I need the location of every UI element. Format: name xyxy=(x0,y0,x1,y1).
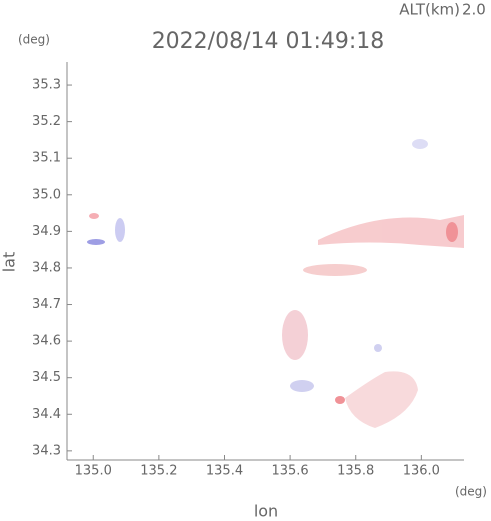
echoes xyxy=(87,139,464,428)
echo xyxy=(335,396,345,404)
altitude: 2.0 xyxy=(462,1,486,19)
y-unit: (deg) xyxy=(18,33,50,47)
chart-title: 2022/08/14 01:49:18 xyxy=(152,29,385,54)
y-tick-label: 35.3 xyxy=(32,78,61,93)
echo xyxy=(87,239,105,245)
x-tick-label: 135.6 xyxy=(271,464,308,479)
echo xyxy=(115,218,125,242)
y-tick-label: 34.4 xyxy=(32,407,61,422)
y-tick-label: 34.6 xyxy=(32,334,61,349)
x-tick-label: 136.0 xyxy=(403,464,440,479)
echo xyxy=(290,380,314,392)
y-tick-label: 34.3 xyxy=(32,443,61,458)
x-tick-label: 135.2 xyxy=(140,464,177,479)
y-tick-label: 35.1 xyxy=(32,151,61,166)
x-unit: (deg) xyxy=(455,485,487,499)
echo xyxy=(446,222,458,242)
y-tick-label: 34.8 xyxy=(32,260,61,275)
echo xyxy=(374,344,382,352)
echo xyxy=(282,310,308,360)
altitude-label: ALT(km) xyxy=(399,1,460,19)
y-tick-label: 34.9 xyxy=(32,224,61,239)
y-tick-label: 34.5 xyxy=(32,370,61,385)
echo xyxy=(303,264,367,276)
x-tick-label: 135.4 xyxy=(206,464,243,479)
echo xyxy=(412,139,428,149)
echo xyxy=(318,215,464,248)
echo xyxy=(345,371,418,428)
x-tick-label: 135.8 xyxy=(337,464,374,479)
y-tick-label: 34.7 xyxy=(32,297,61,312)
x-tick-label: 135.0 xyxy=(75,464,112,479)
y-tick-label: 35.0 xyxy=(32,187,61,202)
x-axis-label: lon xyxy=(254,502,278,521)
y-axis-label: lat xyxy=(0,252,19,273)
echo xyxy=(89,213,99,219)
y-tick-label: 35.2 xyxy=(32,114,61,129)
